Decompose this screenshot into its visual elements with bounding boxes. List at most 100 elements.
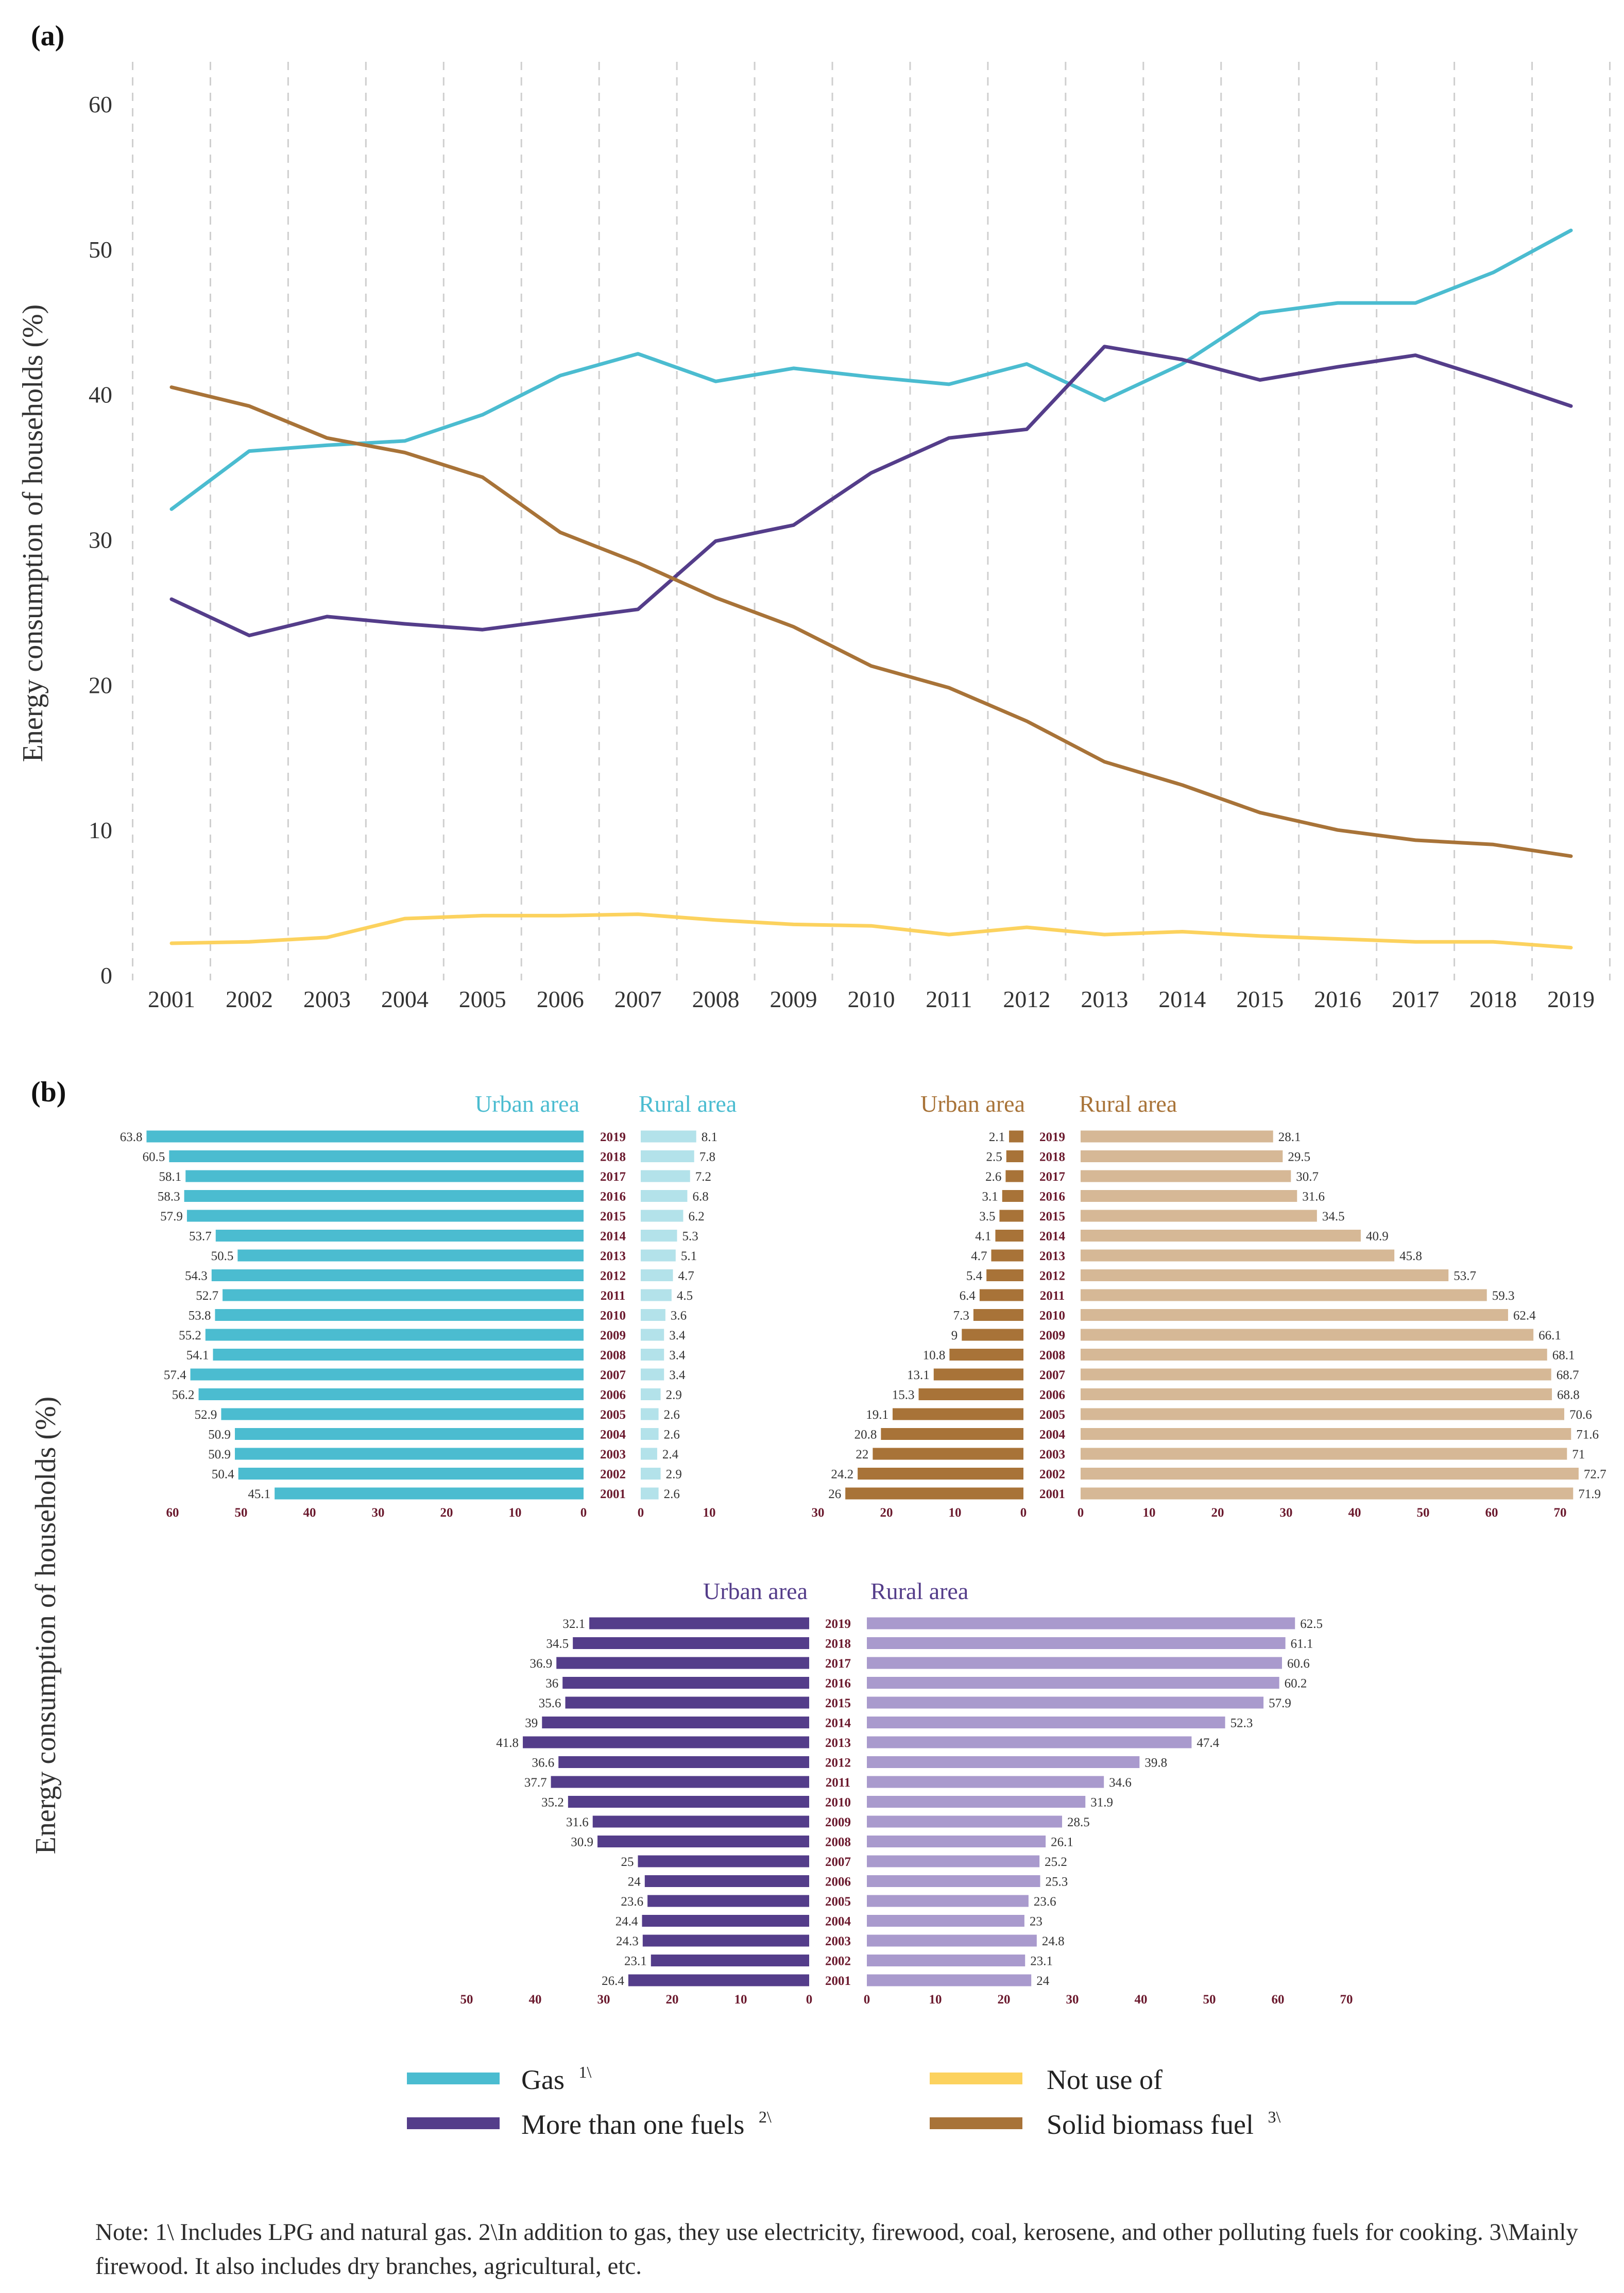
legend-label-more-than-one: More than one fuels	[521, 2109, 744, 2140]
more-than-one-rural-value-label: 61.1	[1291, 1637, 1313, 1651]
gas-urban-bar	[235, 1428, 584, 1440]
gas-urban-bar	[215, 1230, 584, 1242]
biomass-urban-value-label: 2.5	[986, 1150, 1002, 1164]
more-than-one-urban-value-label: 32.1	[562, 1617, 585, 1631]
more-than-one-urban-bar	[556, 1657, 809, 1669]
line-chart-x-tick-label: 2010	[848, 986, 895, 1012]
biomass-year-label: 2010	[1039, 1309, 1065, 1323]
biomass-rural-bar	[1081, 1210, 1317, 1222]
gas-rural-bar	[641, 1408, 659, 1420]
more-than-one-rural-tick-label: 30	[1066, 1993, 1079, 2007]
more-than-one-urban-tick-label: 0	[806, 1993, 813, 2007]
biomass-urban-value-label: 3.1	[982, 1190, 998, 1204]
biomass-urban-value-label: 24.2	[831, 1468, 853, 1482]
biomass-rural-bar	[1081, 1130, 1273, 1143]
gas-year-label: 2004	[600, 1428, 626, 1442]
biomass-rural-value-label: 29.5	[1288, 1150, 1310, 1164]
svg-text:More than one fuels 2\: More than one fuels 2\	[521, 2108, 772, 2140]
gas-urban-title: Urban area	[475, 1091, 579, 1117]
more-than-one-urban-value-label: 36.9	[529, 1657, 552, 1671]
more-than-one-urban-bar	[523, 1736, 809, 1748]
more-than-one-rural-bar	[867, 1955, 1025, 1966]
more-than-one-year-label: 2011	[826, 1776, 851, 1790]
more-than-one-urban-value-label: 39	[525, 1717, 538, 1730]
gas-rural-bar	[641, 1269, 673, 1281]
gas-year-label: 2011	[601, 1289, 626, 1303]
biomass-rural-bar	[1081, 1448, 1567, 1460]
biomass-urban-bar	[873, 1448, 1023, 1460]
line-chart-x-tick-label: 2001	[148, 986, 195, 1012]
more-than-one-urban-bar	[551, 1776, 809, 1788]
gas-year-label: 2009	[600, 1329, 626, 1343]
gas-urban-bar	[211, 1269, 584, 1281]
more-than-one-urban-bar	[642, 1934, 809, 1947]
biomass-urban-value-label: 10.8	[923, 1349, 946, 1363]
gas-urban-tick-label: 50	[235, 1506, 248, 1520]
legend: Gas 1\ More than one fuels 2\ Not use of…	[407, 2063, 1281, 2140]
more-than-one-urban-tick-label: 40	[529, 1993, 542, 2007]
more-than-one-urban-value-label: 25	[621, 1855, 634, 1869]
gas-year-label: 2015	[600, 1210, 626, 1224]
gas-rural-bar	[641, 1170, 690, 1182]
gas-rural-bar	[641, 1468, 661, 1480]
more-than-one-rural-value-label: 60.6	[1287, 1657, 1310, 1671]
gas-rural-value-label: 5.1	[681, 1249, 697, 1263]
biomass-year-label: 2017	[1039, 1170, 1065, 1184]
gas-urban-bar	[235, 1448, 584, 1460]
gas-rural-value-label: 2.6	[664, 1487, 680, 1501]
more-than-one-year-label: 2016	[825, 1677, 851, 1691]
biomass-rural-bar	[1081, 1309, 1508, 1321]
biomass-year-label: 2013	[1039, 1249, 1065, 1263]
biomass-urban-bar	[892, 1408, 1023, 1420]
biomass-year-label: 2004	[1039, 1428, 1066, 1442]
more-than-one-urban-bar	[647, 1895, 809, 1907]
line-chart-x-tick-label: 2014	[1158, 986, 1206, 1012]
more-than-one-rural-value-label: 28.5	[1067, 1815, 1090, 1829]
more-than-one-year-label: 2004	[825, 1915, 851, 1929]
more-than-one-rural-value-label: 23	[1030, 1915, 1042, 1929]
gas-urban-bar	[186, 1210, 584, 1222]
biomass-urban-value-label: 2.6	[985, 1170, 1001, 1184]
gas-urban-value-label: 57.4	[164, 1368, 186, 1382]
gas-year-label: 2005	[600, 1408, 626, 1422]
gas-rural-value-label: 4.7	[678, 1269, 694, 1283]
gas-rural-value-label: 7.2	[695, 1170, 711, 1184]
gas-urban-value-label: 54.1	[186, 1349, 209, 1363]
biomass-rural-bar	[1081, 1249, 1395, 1262]
gas-rural-value-label: 2.6	[664, 1428, 680, 1442]
more-than-one-rural-tick-label: 60	[1272, 1993, 1285, 2007]
biomass-urban-title: Urban area	[920, 1091, 1025, 1117]
gas-urban-bar	[215, 1309, 584, 1321]
gas-urban-value-label: 57.9	[160, 1210, 183, 1224]
gas-urban-value-label: 53.7	[189, 1230, 212, 1244]
legend-swatch-gas	[407, 2073, 500, 2084]
line-chart-y-ticks: 0 10 20 30 40 50 60	[89, 91, 112, 989]
biomass-urban-bar	[881, 1428, 1023, 1440]
biomass-urban-tick-label: 10	[949, 1506, 962, 1520]
biomass-rural-value-label: 59.3	[1492, 1289, 1515, 1303]
biomass-rural-tick-label: 50	[1417, 1506, 1430, 1520]
gas-year-label: 2006	[600, 1388, 626, 1402]
more-than-one-rural-tick-label: 10	[929, 1993, 942, 2007]
more-than-one-year-label: 2007	[825, 1855, 851, 1869]
line-chart-x-tick-label: 2019	[1547, 986, 1595, 1012]
line-chart-x-tick-label: 2005	[459, 986, 506, 1012]
biomass-year-label: 2012	[1039, 1269, 1065, 1283]
line-chart-x-tick-label: 2008	[692, 986, 740, 1012]
gas-rural-bar	[641, 1388, 661, 1400]
gas-year-label: 2003	[600, 1448, 626, 1462]
gas-rural-title: Rural area	[639, 1091, 737, 1117]
gas-urban-value-label: 52.7	[196, 1289, 218, 1303]
more-than-one-rural-bar	[867, 1815, 1063, 1828]
gas-urban-tick-label: 20	[440, 1506, 453, 1520]
gas-urban-value-label: 53.8	[189, 1309, 211, 1323]
more-than-one-urban-value-label: 37.7	[524, 1776, 547, 1790]
gas-rural-value-label: 3.4	[669, 1329, 686, 1343]
more-than-one-year-label: 2013	[825, 1736, 851, 1750]
more-than-one-year-label: 2012	[825, 1756, 851, 1770]
gas-urban-value-label: 45.1	[248, 1487, 270, 1501]
more-than-one-rural-bar	[867, 1696, 1264, 1709]
gas-year-label: 2010	[600, 1309, 626, 1323]
biomass-urban-bar	[979, 1289, 1023, 1301]
more-than-one-urban-bar	[592, 1815, 809, 1828]
